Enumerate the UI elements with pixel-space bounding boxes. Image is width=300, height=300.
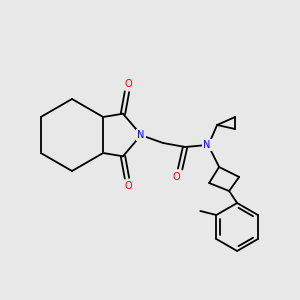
Text: O: O — [172, 172, 180, 182]
Text: O: O — [124, 181, 132, 191]
Text: N: N — [137, 130, 145, 140]
Text: N: N — [203, 140, 211, 150]
Text: O: O — [124, 79, 132, 89]
